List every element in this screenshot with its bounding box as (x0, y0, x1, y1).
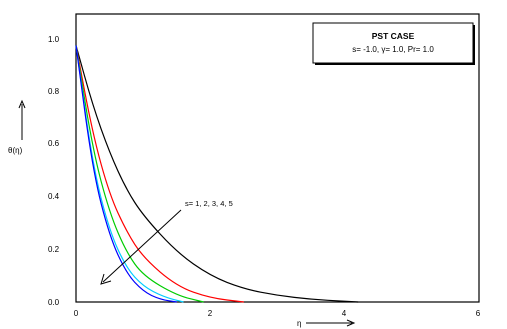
legend-title: PST CASE (372, 31, 415, 41)
x-axis-arrow-head (346, 319, 356, 327)
annotation-arrow-head (100, 273, 112, 285)
y-axis-title: θ(η) (8, 146, 23, 155)
series-line-1 (75, 45, 359, 303)
y-tick-label: 0.6 (48, 139, 60, 148)
annotation-arrow-shaft (102, 209, 182, 283)
legend-box (312, 22, 474, 64)
x-tick-label: 0 (74, 309, 79, 318)
y-tick-label: 0.2 (48, 245, 60, 254)
y-tick-label: 0.8 (48, 87, 60, 96)
x-axis-title: η (297, 319, 301, 328)
x-tick-label: 4 (342, 309, 347, 318)
series-line-4 (75, 45, 184, 303)
legend-shadow-bottom (315, 63, 475, 65)
series-line-3 (75, 45, 204, 303)
series-line-5 (75, 45, 177, 303)
legend-params: s= -1.0, γ= 1.0, Pr= 1.0 (352, 45, 434, 54)
annotation-text: s= 1, 2, 3, 4, 5 (185, 199, 233, 208)
series-layer (75, 45, 359, 303)
y-tick-label: 0.4 (48, 192, 60, 201)
legend-shadow-right (473, 25, 475, 65)
plot-frame (75, 13, 480, 303)
x-tick-label: 6 (476, 309, 481, 318)
series-line-2 (75, 45, 244, 303)
y-axis-arrow-head (18, 99, 26, 109)
x-tick-label: 2 (208, 309, 213, 318)
y-tick-label: 1.0 (48, 35, 60, 44)
y-tick-label: 0.0 (48, 298, 60, 307)
